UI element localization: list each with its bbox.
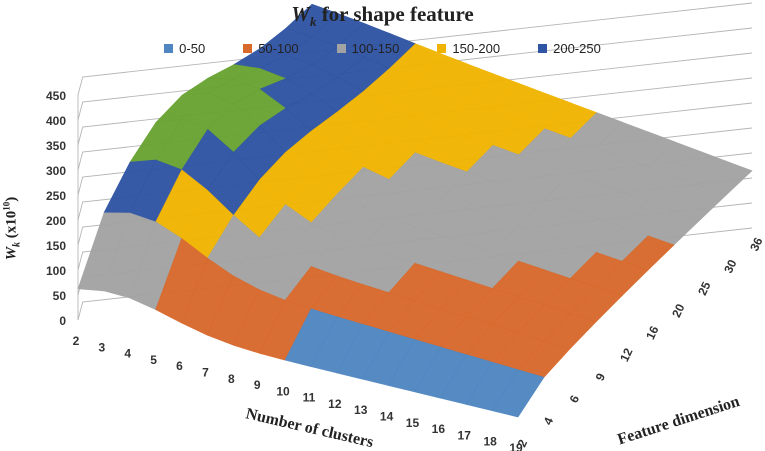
legend-item-1: 50-100 — [243, 41, 299, 56]
gridline — [77, 27, 753, 121]
z-tick-label: 16 — [643, 323, 661, 341]
surface — [77, 3, 753, 418]
z-tick-label: 6 — [567, 393, 583, 405]
z-tick-label: 20 — [669, 301, 687, 319]
legend-label: 100-150 — [351, 41, 400, 56]
x-tick-label: 12 — [328, 397, 342, 411]
z-tick-label: 12 — [617, 346, 635, 364]
x-tick-label: 8 — [228, 372, 235, 386]
x-tick-label: 15 — [406, 416, 420, 430]
x-tick-label: 13 — [354, 403, 368, 417]
y-tick-label: 450 — [46, 89, 66, 103]
gridline — [77, 52, 753, 146]
x-tick-label: 4 — [124, 347, 131, 361]
legend-item-0: 0-50 — [164, 41, 205, 56]
y-axis-label: Wk (x1010) — [1, 196, 23, 261]
x-tick-label: 19 — [509, 441, 523, 451]
x-tick-labels: 2 3 4 5 6 7 8 9 10 11 12 13 14 15 16 17 18 19 — [73, 334, 523, 451]
z-tick-label: 4 — [541, 415, 557, 427]
legend-item-3: 150-200 — [437, 41, 500, 56]
legend-swatch — [243, 44, 253, 53]
legend-item-2: 100-150 — [336, 41, 400, 56]
z-tick-label: 25 — [695, 279, 713, 297]
z-tick-label: 9 — [593, 371, 609, 383]
surface-cell — [491, 369, 545, 418]
z-tick-label: 30 — [721, 257, 739, 275]
y-tick-label: 350 — [46, 139, 66, 153]
x-tick-label: 10 — [276, 384, 290, 398]
y-tick-labels: 0 50 100 150 200 250 300 350 400 450 — [46, 89, 66, 328]
x-tick-label: 17 — [458, 428, 472, 442]
x-tick-label: 3 — [99, 340, 106, 354]
y-tick-label: 200 — [46, 214, 66, 228]
y-tick-label: 400 — [46, 114, 66, 128]
z-tick-label: 36 — [747, 235, 765, 253]
x-tick-label: 9 — [254, 378, 261, 392]
legend-swatch — [164, 44, 174, 53]
x-tick-label: 18 — [483, 435, 497, 449]
legend: 0-50 50-100 100-150 150-200 200-250 — [0, 41, 765, 56]
legend-label: 200-250 — [553, 41, 601, 56]
legend-item-4: 200-250 — [538, 41, 601, 56]
legend-swatch — [336, 44, 346, 53]
chart-title: Wk for shape feature — [291, 2, 474, 30]
y-tick-label: 0 — [59, 314, 66, 328]
x-tick-label: 7 — [202, 365, 209, 379]
y-tick-label: 50 — [53, 289, 67, 303]
y-tick-label: 250 — [46, 189, 66, 203]
legend-label: 150-200 — [452, 41, 501, 56]
legend-label: 50-100 — [258, 41, 299, 56]
y-tick-label: 300 — [46, 164, 66, 178]
x-tick-label: 5 — [150, 353, 157, 367]
x-tick-label: 16 — [432, 422, 446, 436]
y-tick-label: 100 — [46, 264, 66, 278]
x-tick-label: 11 — [303, 391, 316, 405]
x-tick-label: 2 — [73, 334, 80, 348]
x-tick-label: 14 — [380, 410, 394, 424]
legend-swatch — [538, 44, 548, 53]
legend-label: 0-50 — [179, 41, 206, 56]
z-axis-label: Feature dimension — [615, 393, 741, 449]
x-tick-label: 6 — [176, 359, 183, 373]
legend-swatch — [437, 44, 447, 53]
y-tick-label: 150 — [46, 239, 66, 253]
gridline — [77, 2, 753, 96]
